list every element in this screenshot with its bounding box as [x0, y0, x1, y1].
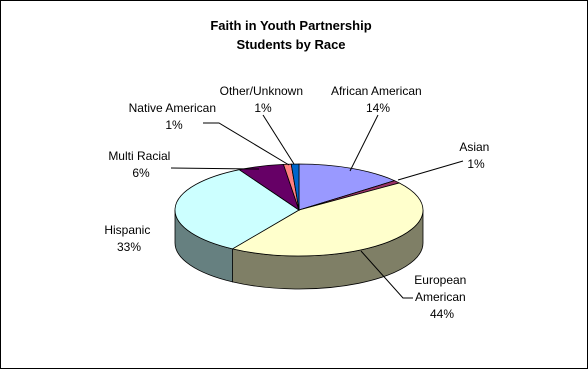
label-hispanic-name: Hispanic: [104, 223, 150, 237]
label-multi-racial: Multi Racial 6%: [108, 149, 173, 180]
label-hispanic: Hispanic 33%: [104, 223, 153, 254]
label-european-american-name-line-2: American: [415, 290, 466, 304]
slice-other-unknown: [290, 163, 300, 211]
label-multi-racial-percent: 6%: [132, 166, 150, 180]
label-other-unknown: Other/Unknown 1%: [220, 84, 307, 115]
label-native-american-name: Native American: [129, 101, 216, 115]
label-multi-racial-name: Multi Racial: [108, 149, 170, 163]
slice-european-american: [231, 182, 424, 257]
leader-line-asian: [397, 160, 464, 181]
label-native-american-percent: 1%: [165, 118, 183, 132]
leader-line-european-american: [360, 250, 413, 299]
label-other-unknown-name: Other/Unknown: [220, 84, 303, 98]
leader-line-multi-racial: [170, 167, 260, 170]
label-asian: Asian 1%: [459, 140, 492, 171]
leader-line-african-american: [349, 114, 379, 172]
label-european-american-name-line-1: European: [414, 273, 466, 287]
label-native-american: Native American 1%: [129, 101, 220, 132]
label-asian-name: Asian: [459, 140, 489, 154]
label-european-american-percent: 44%: [430, 307, 454, 321]
label-asian-percent: 1%: [467, 157, 485, 171]
label-hispanic-percent: 33%: [117, 240, 141, 254]
label-african-american-name: African American: [331, 84, 422, 98]
chart-title: Faith in Youth Partnership: [210, 18, 371, 33]
leader-line-other-unknown: [262, 114, 295, 165]
leader-line-native-american: [203, 122, 290, 166]
label-european-american: European American 44%: [414, 273, 469, 321]
chart-subtitle: Students by Race: [236, 37, 345, 52]
slice-tops: [174, 163, 424, 257]
label-other-unknown-percent: 1%: [254, 101, 272, 115]
leader-lines: [170, 114, 464, 299]
label-african-american: African American 14%: [331, 84, 425, 115]
label-african-american-percent: 14%: [366, 101, 390, 115]
